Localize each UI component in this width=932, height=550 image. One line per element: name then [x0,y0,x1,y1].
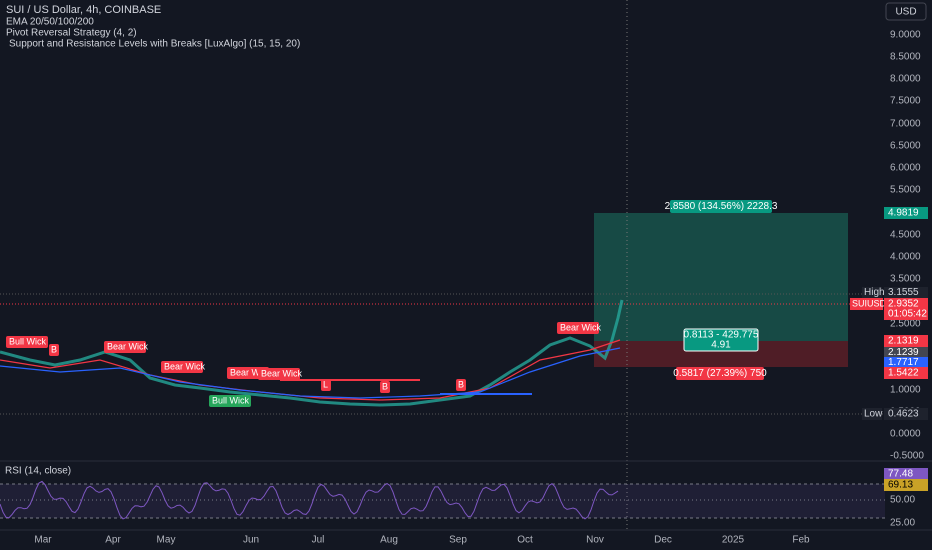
price-axis: 9.0000 8.5000 8.0000 7.5000 7.0000 6.5000 6.00… [890,30,924,462]
currency-button[interactable] [885,2,927,21]
label: L [323,379,328,389]
ema-line [0,347,621,399]
label: Bull Wick [9,336,47,346]
symbol-title: SUI / US Dollar, 4h, COINBASE [6,4,161,16]
time-axis-label: 2025 [722,535,745,546]
time-axis-label: Mar [34,535,52,546]
rsi-axis-label: 25.00 [890,518,915,529]
rsi-badge: 69.13 [888,480,913,491]
time-axis: Mar Apr May Jun Jul Aug Sep Oct Nov Dec 2025 Feb [34,535,810,546]
price-axis-label: 7.5000 [890,96,921,107]
label: B [458,379,464,389]
price-series [0,299,624,407]
profit-zone [594,213,848,341]
label: Bear Wick [230,367,272,377]
label: Bear Wick [107,341,149,351]
target-box [670,200,772,213]
ema-line [0,339,621,401]
indicator: Pivot Reversal Strategy (4, 2) [6,28,137,39]
price-axis-label: 5.5000 [890,185,921,196]
currency-label[interactable]: USD [895,7,916,18]
rsi-axis-label: 50.00 [890,495,915,506]
time-axis-label: Jun [243,535,259,546]
time-axis-label: Oct [517,535,533,546]
center-label: 0.8113 - 429.775 [684,330,759,341]
price-badges: 4.9819 High 3.1555 SUIUSD 2.9352 01:05:4… [850,207,928,420]
time-axis-label: Jul [312,535,325,546]
badge: 1.5422 [888,368,919,379]
price-axis-label: 8.5000 [890,52,921,63]
label: B [382,381,388,391]
price-axis-label: 9.0000 [890,30,921,41]
price-axis-label: 8.0000 [890,74,921,85]
rsi-badge: 77.48 [888,469,913,480]
price-axis-label: -0.5000 [890,451,924,462]
price-axis-label: 3.5000 [890,274,921,285]
rsi-line [0,480,619,520]
badge: 2.9352 [888,299,919,310]
center-box [683,328,759,352]
badge: 2.1319 [888,336,919,347]
badge: 2.1239 [888,347,919,358]
price-axis-label: 4.5000 [890,230,921,241]
badge: 1.7717 [888,357,919,368]
badge: Low [864,409,883,420]
label: Bear Wick [560,322,602,332]
time-axis-label: May [157,535,176,546]
badge: 0.4623 [888,409,919,420]
center-label: 4.91 [711,340,731,351]
badge: 3.1555 [888,287,919,298]
indicator: Support and Resistance Levels with Break… [9,39,300,50]
label: Bear Wick [261,368,303,378]
badge: 4.9819 [888,208,919,219]
price-axis-label: 6.5000 [890,141,921,152]
time-axis-label: Feb [792,535,810,546]
rsi-title: RSI (14, close) [5,466,71,477]
price-axis-label: 0.0000 [890,429,921,440]
indicator: EMA 20/50/100/200 [6,17,94,28]
time-axis-label: Nov [586,535,604,546]
time-axis-label: Dec [654,535,672,546]
time-axis-label: Apr [105,535,121,546]
price-axis-label: 1.0000 [890,385,921,396]
annotations: Bear Wick Bear Wick Bear Wick Bear Wick … [6,322,602,407]
time-axis-label: Sep [449,535,467,546]
badge: High [864,287,885,298]
price-axis-label: 4.0000 [890,252,921,263]
label: B [51,344,57,354]
target-label: 2.8580 (134.56%) 2228.3 [665,201,778,212]
time-axis-label: Aug [380,535,398,546]
label: Bull Wick [212,395,250,405]
stop-box [676,367,764,380]
badge: 01:05:42 [888,309,927,320]
price-axis-label: 7.0000 [890,119,921,130]
label: Bear Wick [164,361,206,371]
price-axis-label: 2.5000 [890,319,921,330]
stop-label: 0.5817 (27.39%) 750 [673,368,767,379]
badge: SUIUSD [852,298,887,308]
price-axis-label: 6.0000 [890,163,921,174]
rsi-band [0,484,885,518]
